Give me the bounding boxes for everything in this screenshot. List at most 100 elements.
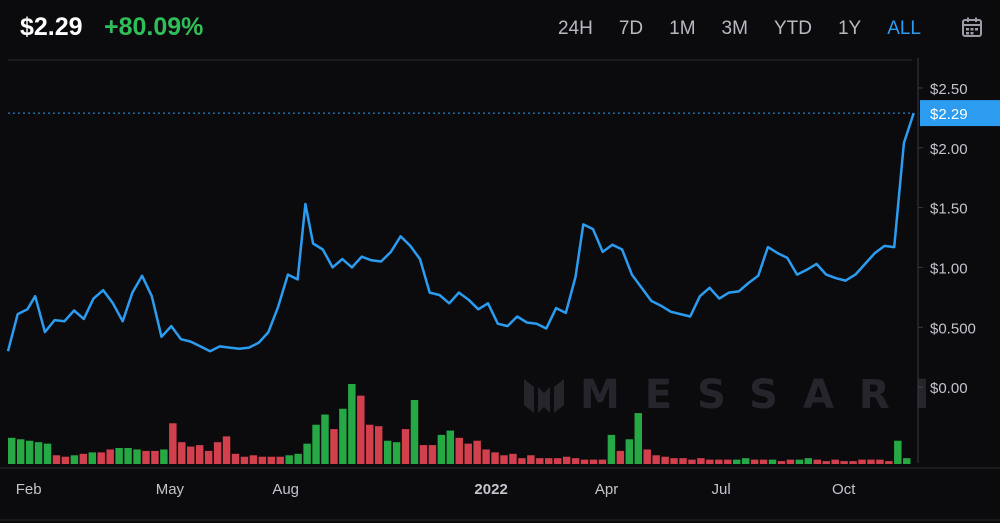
- volume-bar: [482, 449, 490, 464]
- current-price-tag-label: $2.29: [930, 106, 968, 123]
- volume-bar: [88, 452, 97, 464]
- volume-bar: [616, 450, 625, 464]
- volume-bar: [133, 449, 141, 464]
- volume-bar: [437, 434, 446, 464]
- x-tick-label: Jul: [712, 481, 731, 498]
- volume-bar: [428, 445, 437, 464]
- volume-bar: [885, 461, 893, 464]
- volume-bar: [16, 439, 25, 464]
- volume-bar: [491, 452, 499, 464]
- volume-bar: [795, 459, 804, 464]
- price-change-percent: +80.09%: [104, 13, 204, 41]
- range-button-3m[interactable]: 3M: [721, 18, 748, 39]
- volume-bar: [70, 455, 79, 464]
- volume-bar: [741, 458, 750, 464]
- volume-bar: [446, 430, 455, 464]
- volume-bar: [652, 455, 660, 464]
- x-tick-label: Oct: [832, 481, 856, 498]
- volume-bar: [339, 408, 347, 464]
- volume-bar: [903, 458, 911, 464]
- volume-bar: [142, 450, 150, 464]
- volume-bar: [813, 459, 821, 464]
- y-tick-label: $2.50: [930, 81, 968, 98]
- range-button-1m[interactable]: 1M: [669, 18, 696, 39]
- volume-bar: [258, 456, 267, 464]
- y-tick-label: $2.00: [930, 141, 968, 158]
- range-button-ytd[interactable]: YTD: [773, 18, 812, 39]
- volume-bar: [61, 456, 70, 464]
- volume-bar: [500, 455, 508, 464]
- volume-bar: [661, 456, 669, 464]
- volume-bar: [768, 459, 777, 464]
- y-tick-label: $0.500: [930, 320, 976, 337]
- volume-bar: [410, 400, 419, 464]
- volume-bar: [43, 443, 52, 464]
- price-chart[interactable]: $2.50 $2.00 $1.50 $1.00 $0.500 $0.00 $2.29 Feb M…: [0, 58, 1000, 523]
- volume-bar: [580, 459, 589, 464]
- volume-bar: [464, 443, 472, 464]
- x-tick-label: May: [156, 481, 185, 498]
- volume-bar: [321, 414, 329, 464]
- volume-bar: [115, 448, 123, 464]
- volume-bar: [607, 434, 616, 464]
- range-button-1y[interactable]: 1Y: [837, 18, 862, 39]
- volume-bar: [759, 459, 768, 464]
- time-range-selector: 24H 7D 1M 3M YTD 1Y ALL: [545, 16, 934, 42]
- volume-bar: [357, 395, 365, 464]
- chart-header: $2.29 +80.09% 24H 7D 1M 3M YTD 1Y ALL: [0, 0, 1000, 58]
- volume-bar: [715, 459, 723, 464]
- volume-bar: [366, 424, 374, 464]
- volume-bar: [303, 443, 311, 464]
- x-tick-label: Aug: [272, 481, 299, 498]
- volume-bar: [204, 450, 213, 464]
- volume-bar: [840, 461, 848, 464]
- volume-bar: [374, 426, 383, 464]
- volume-bar: [545, 458, 553, 464]
- y-tick-label: $0.00: [930, 380, 968, 397]
- volume-bar: [876, 459, 884, 464]
- y-tick-label: $1.00: [930, 260, 968, 277]
- volume-bar: [187, 446, 195, 464]
- current-price-tag: [920, 100, 1000, 127]
- volume-bar: [706, 459, 714, 464]
- volume-bar: [849, 461, 857, 464]
- current-price: $2.29: [20, 13, 83, 41]
- volume-bar: [222, 436, 231, 464]
- range-button-24h[interactable]: 24H: [557, 18, 593, 39]
- volume-bar: [804, 458, 813, 464]
- volume-bar: [688, 459, 696, 464]
- volume-bar: [536, 458, 544, 464]
- volume-bar: [831, 459, 839, 464]
- volume-bar: [679, 458, 687, 464]
- volume-bar: [195, 445, 204, 464]
- volume-bar: [97, 452, 105, 464]
- volume-bar: [509, 453, 517, 464]
- volume-bar: [383, 440, 392, 464]
- volume-bar: [52, 455, 61, 464]
- volume-bar: [169, 423, 177, 464]
- volume-bar: [455, 437, 463, 464]
- volume-bar: [276, 456, 284, 464]
- volume-bar: [732, 459, 741, 464]
- volume-bar: [124, 448, 132, 464]
- volume-bar: [589, 459, 598, 464]
- volume-bar: [724, 459, 732, 464]
- x-tick-label: 2022: [474, 481, 507, 498]
- x-tick-label: Feb: [16, 481, 42, 498]
- volume-bar: [473, 440, 481, 464]
- calendar-icon[interactable]: [961, 16, 983, 38]
- volume-bar: [160, 449, 168, 464]
- volume-bar: [178, 442, 186, 464]
- volume-bar: [562, 456, 571, 464]
- volume-bar: [231, 453, 240, 464]
- volume-bar: [34, 442, 43, 464]
- range-button-all[interactable]: ALL: [887, 18, 921, 39]
- range-button-7d[interactable]: 7D: [618, 18, 644, 39]
- price-line: [6, 112, 915, 353]
- volume-bar: [527, 455, 535, 464]
- volume-bar: [392, 442, 401, 464]
- volume-bar: [697, 458, 705, 464]
- volume-bar: [598, 459, 607, 464]
- volume-bar: [8, 437, 16, 464]
- y-tick-label: $1.50: [930, 201, 968, 218]
